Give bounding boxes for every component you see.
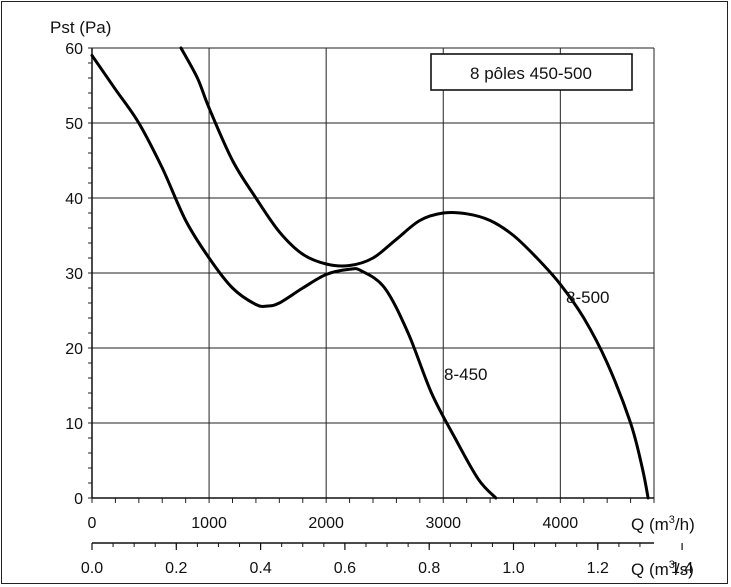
curve-8-500 bbox=[179, 46, 650, 500]
x2-tick-label: 1.4 bbox=[671, 560, 693, 577]
series-label-8-500: 8-500 bbox=[566, 288, 609, 307]
x-axis-label-m3h: Q (m3/h) bbox=[631, 514, 695, 534]
series-label-8-450: 8-450 bbox=[444, 365, 487, 384]
y-axis-label: Pst (Pa) bbox=[50, 18, 111, 37]
axes: 0 10 20 30 40 50 60 0 1000 2000 3000 4000 0.0 0.2 0.4 0… bbox=[65, 41, 693, 577]
x2-tick-label: 1.0 bbox=[502, 560, 524, 577]
y-tick-label: 60 bbox=[65, 41, 83, 58]
x-axis-label-m3h-a: Q (m bbox=[631, 515, 669, 534]
x2-tick-label: 0.4 bbox=[249, 560, 271, 577]
x-tick-label: 1000 bbox=[191, 515, 227, 532]
x-axis-label-m3s-a: Q (m bbox=[631, 560, 669, 579]
x-axis-label-m3s-b: /s) bbox=[675, 560, 694, 579]
chart-title: 8 pôles 450-500 bbox=[470, 64, 592, 83]
x-axis-label-m3s: Q (m3/s) bbox=[631, 559, 694, 579]
y-tick-label: 30 bbox=[65, 266, 83, 283]
y-tick-label: 0 bbox=[74, 491, 83, 508]
x-tick-label: 2000 bbox=[308, 515, 344, 532]
x2-tick-label: 0.0 bbox=[81, 560, 103, 577]
y-tick-label: 50 bbox=[65, 116, 83, 133]
grid bbox=[91, 47, 654, 499]
y-tick-label: 10 bbox=[65, 416, 83, 433]
x-axis-label-m3h-b: /h) bbox=[675, 515, 695, 534]
x2-tick-label: 0.8 bbox=[418, 560, 440, 577]
curves bbox=[90, 46, 650, 500]
curve-8-450 bbox=[90, 54, 498, 500]
x-tick-label: 4000 bbox=[543, 515, 579, 532]
legend-box bbox=[430, 53, 633, 91]
x2-tick-label: 0.6 bbox=[334, 560, 356, 577]
x-tick-label: 3000 bbox=[425, 515, 461, 532]
x2-tick-label: 0.2 bbox=[165, 560, 187, 577]
y-tick-label: 40 bbox=[65, 191, 83, 208]
x2-tick-label: 1.2 bbox=[587, 560, 609, 577]
x-tick-label: 0 bbox=[88, 515, 97, 532]
x-axis-label-m3s-sup: 3 bbox=[669, 559, 675, 571]
x-axis-label-m3h-sup: 3 bbox=[669, 514, 675, 526]
y-tick-label: 20 bbox=[65, 341, 83, 358]
